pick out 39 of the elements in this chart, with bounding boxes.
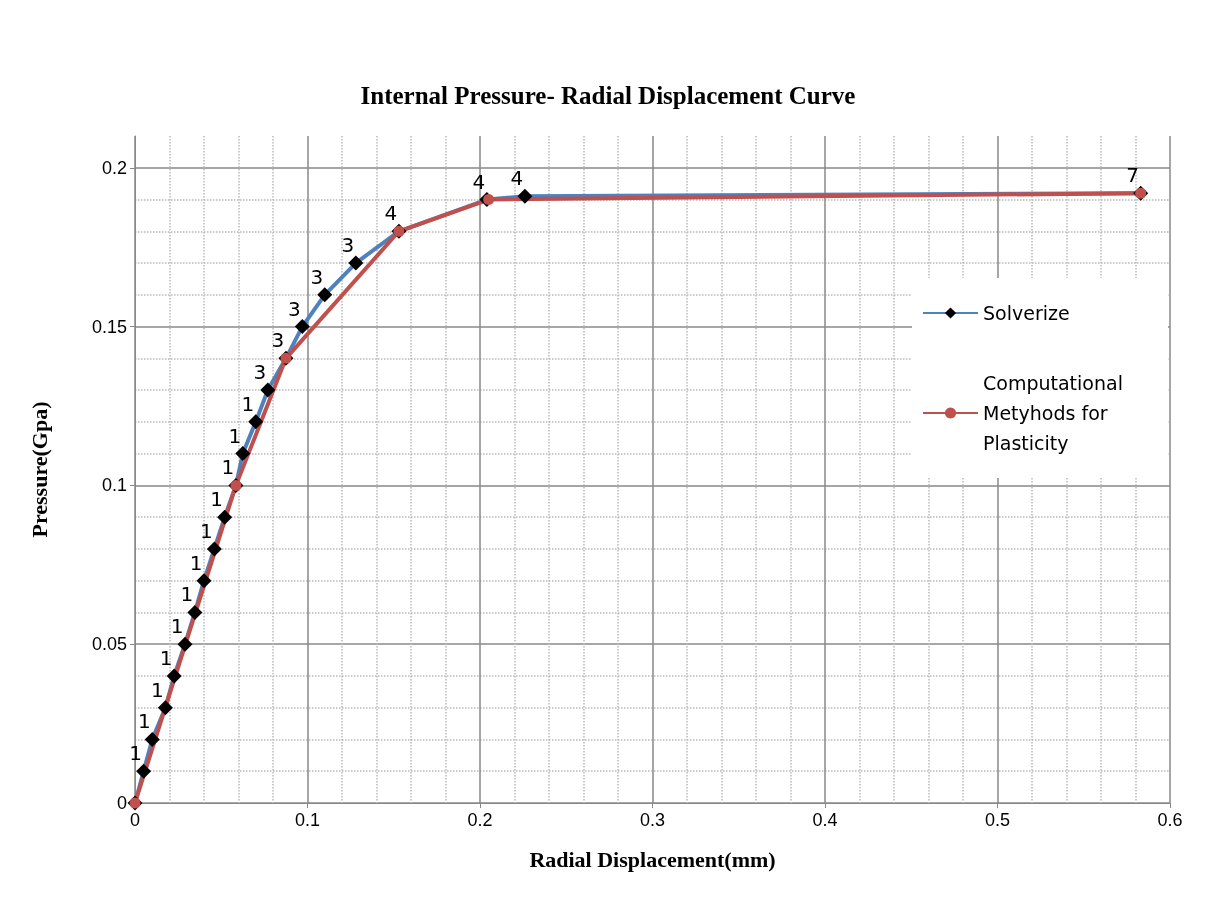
y-tick-label: 0.15	[91, 316, 127, 337]
annotation: 1	[221, 455, 235, 480]
x-tick-label: 0.4	[812, 810, 838, 830]
annotation: 1	[150, 677, 164, 702]
annotation: 3	[287, 296, 301, 321]
y-tick-label: 0.05	[91, 634, 127, 655]
annotation: 4	[510, 166, 524, 191]
x-tick-label: 0.5	[984, 810, 1011, 830]
x-tick-label: 0.6	[1157, 810, 1183, 830]
x-tick-label: 0	[129, 810, 141, 830]
y-tick-label: 0.1	[101, 475, 127, 496]
x-axis-title: Radial Displacement(mm)	[529, 846, 776, 872]
x-tick-label: 0.3	[639, 810, 666, 830]
annotation: 1	[137, 709, 151, 734]
annotation: 3	[341, 233, 355, 258]
annotation: 3	[271, 328, 285, 353]
annotation: 4	[384, 201, 398, 226]
annotation: 7	[1126, 163, 1140, 188]
annotation: 1	[228, 423, 242, 448]
annotation: 1	[180, 582, 194, 607]
annotation: 3	[310, 264, 324, 289]
annotation: 1	[189, 550, 203, 575]
annotation: 1	[129, 741, 142, 766]
annotation: 1	[170, 614, 184, 639]
chart-title: Internal Pressure- Radial Displacement Curve	[360, 82, 856, 109]
annotation: 1	[210, 487, 224, 512]
legend-label: Computational Metyhods for Plasticity	[983, 372, 1129, 454]
y-tick-label: 0	[116, 793, 127, 813]
annotation: 1	[199, 518, 213, 543]
y-axis-title: Pressure(Gpa)	[26, 401, 52, 538]
point	[483, 194, 495, 206]
legend-label: Solverize	[983, 302, 1070, 324]
annotation: 1	[159, 645, 173, 670]
x-tick-label: 0.1	[294, 810, 321, 830]
annotation: 3	[253, 360, 267, 385]
annotation: 4	[472, 169, 486, 194]
annotation: 1	[241, 391, 255, 416]
x-tick-label: 0.2	[467, 810, 493, 830]
y-tick-label: 0.2	[101, 157, 127, 178]
